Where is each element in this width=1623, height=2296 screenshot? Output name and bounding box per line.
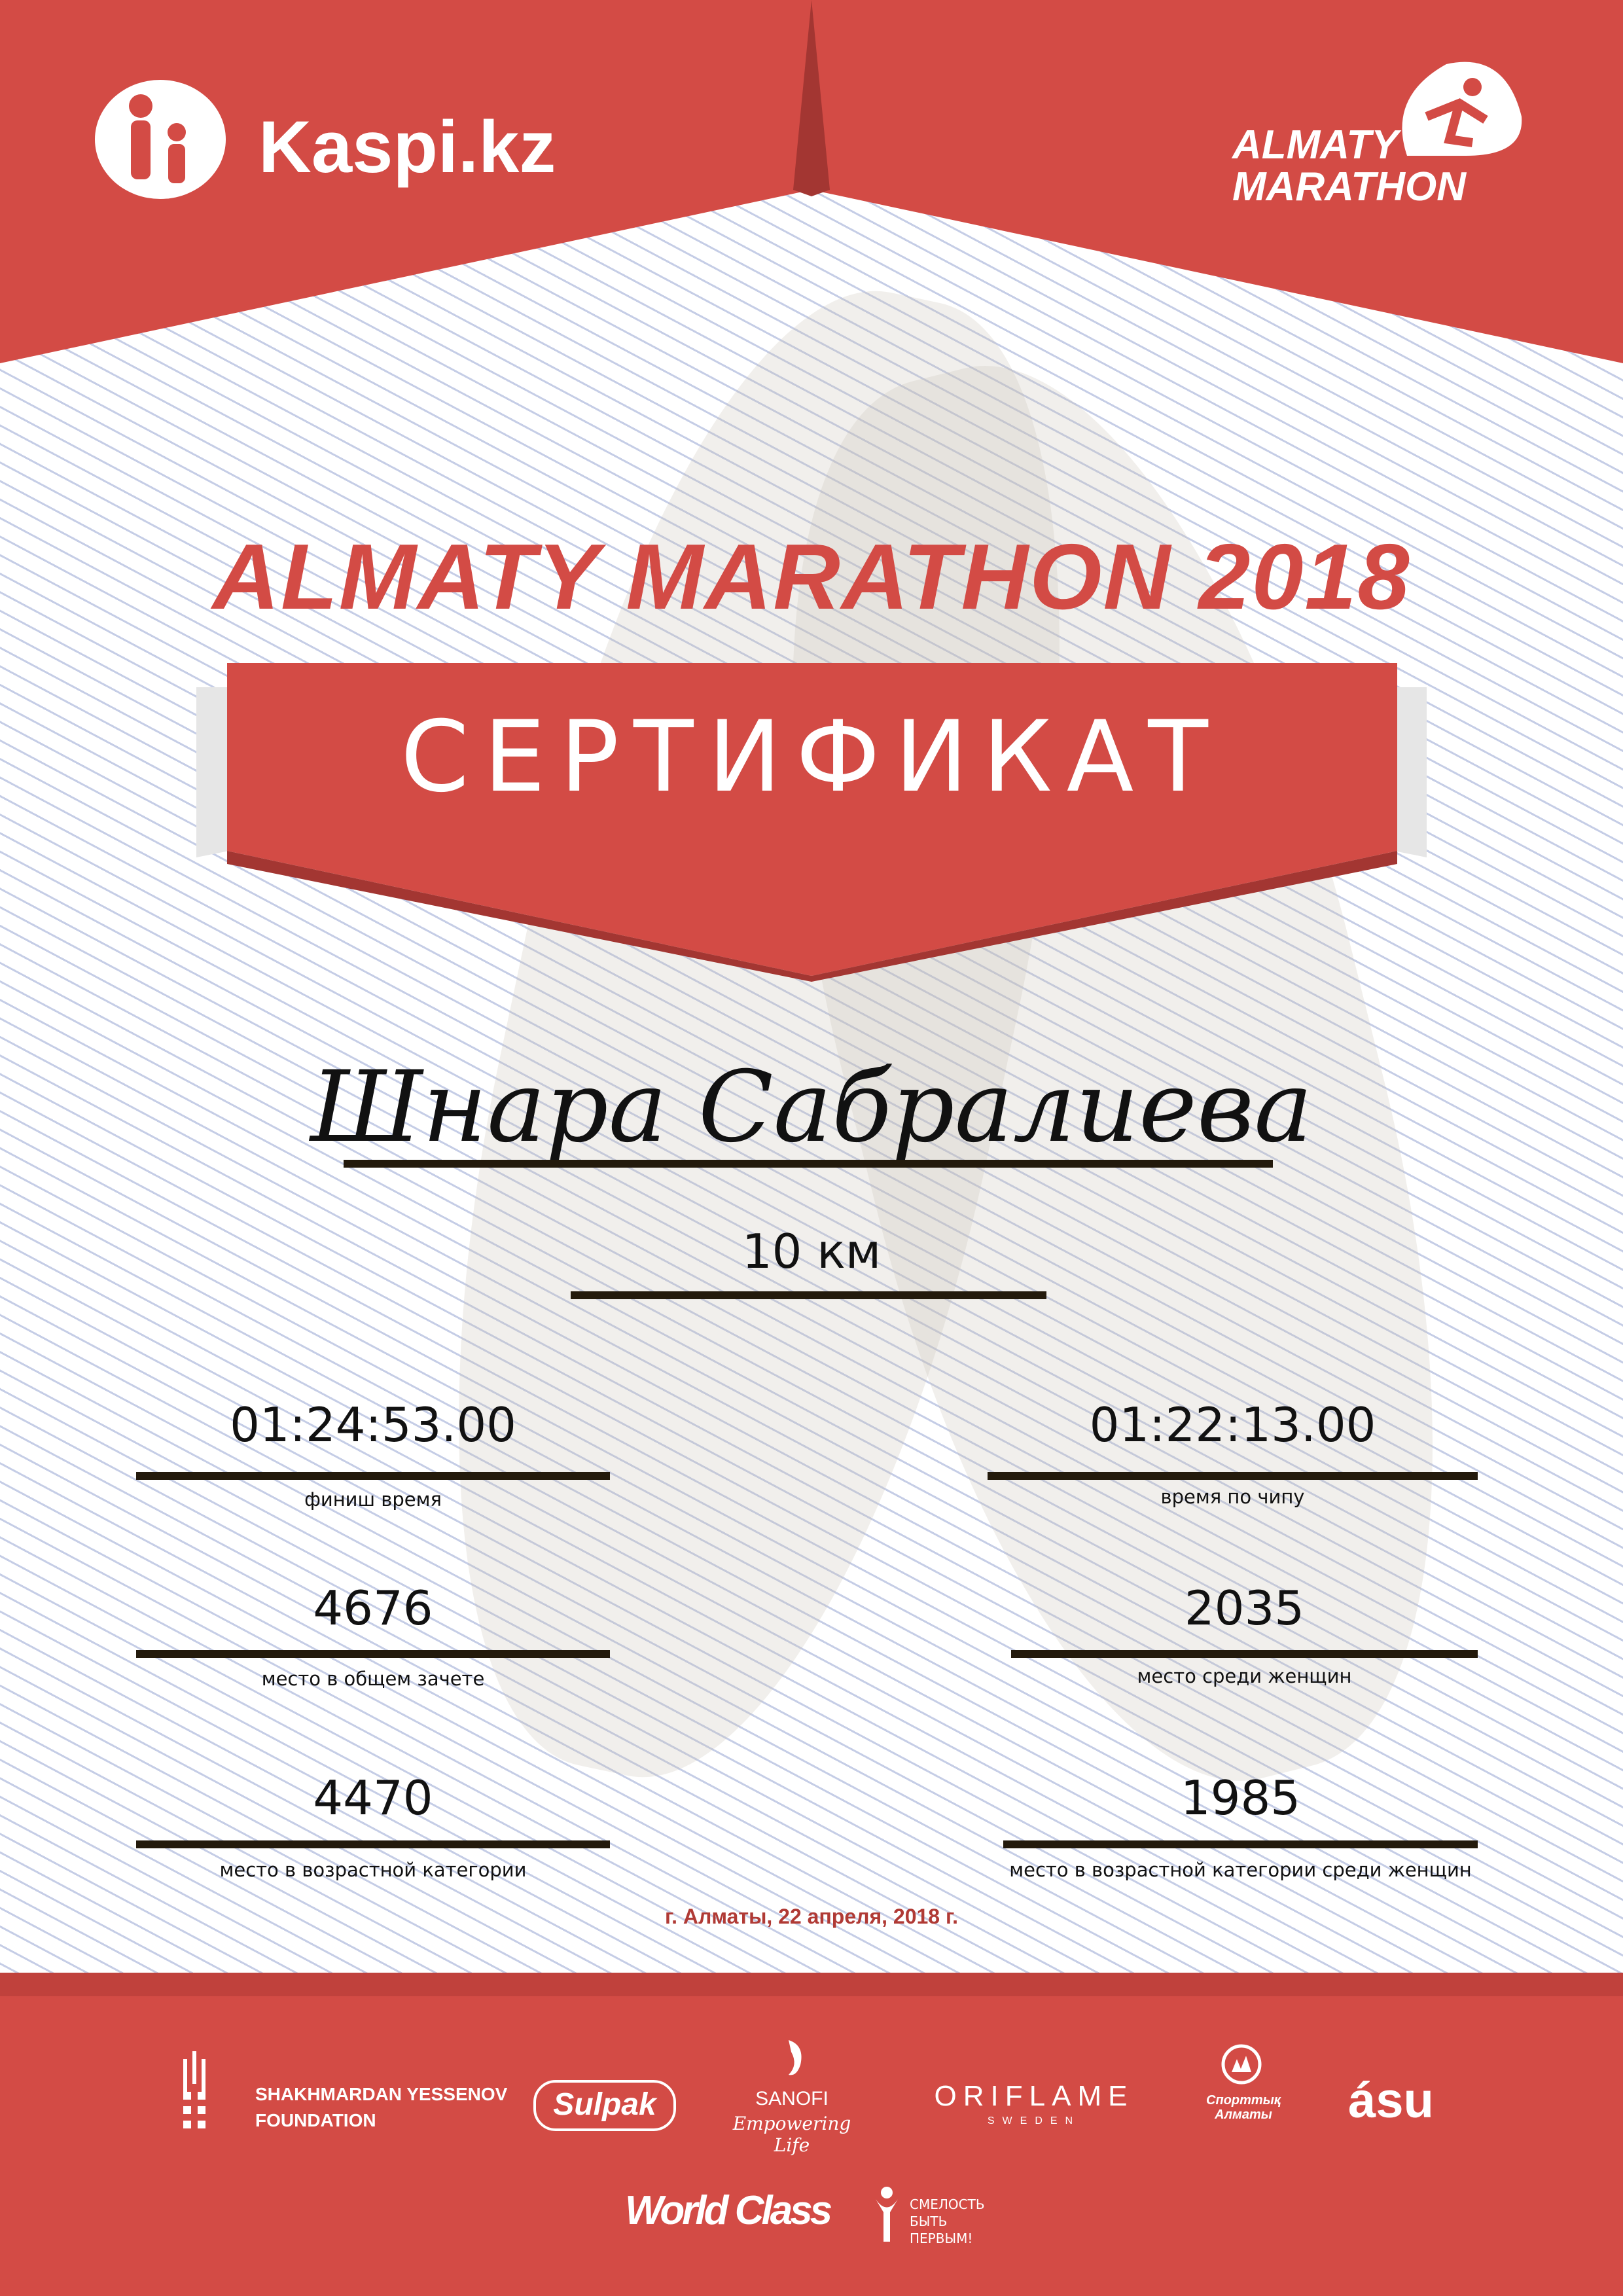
almaty-marathon-logo-icon — [1402, 62, 1522, 156]
yessenov-line-2: FOUNDATION — [255, 2110, 376, 2130]
age-place-underline — [136, 1840, 610, 1848]
asu-logo: ásu — [1348, 2073, 1434, 2128]
date-place: г. Алматы, 22 апреля, 2018 г. — [665, 1905, 958, 1928]
event-title: ALMATY MARATHON 2018 — [212, 525, 1411, 629]
kaspi-logo-text: Kaspi.kz — [259, 106, 556, 188]
logo-line-1: ALMATY — [1232, 122, 1399, 168]
certificate-label: СЕРТИФИКАТ — [401, 700, 1222, 814]
fund-logo: СМЕЛОСТЬ БЫТЬ ПЕРВЫМ! — [910, 2196, 985, 2247]
overall-place-underline — [136, 1650, 610, 1658]
sport-almaty-line-1: Спорттық — [1206, 2093, 1281, 2108]
name-underline — [344, 1160, 1273, 1168]
world-class-logo: World Class — [625, 2188, 832, 2233]
sport-almaty-logo: Спорттық Алматы — [1198, 2093, 1289, 2122]
yessenov-line-1: SHAKHMARDAN YESSENOV — [255, 2084, 508, 2104]
overall-place-value: 4676 — [313, 1581, 433, 1636]
overall-place-label: место в общем зачете — [261, 1668, 485, 1690]
participant-name: Шнара Сабралиева — [310, 1050, 1313, 1164]
yessenov-logo: SHAKHMARDAN YESSENOV FOUNDATION — [255, 2081, 507, 2134]
finish-time-label: финиш время — [304, 1488, 442, 1511]
chip-time-underline — [988, 1472, 1478, 1480]
fund-line-3: ПЕРВЫМ! — [910, 2231, 973, 2246]
women-age-place-underline — [1003, 1840, 1478, 1848]
women-place-value: 2035 — [1184, 1581, 1305, 1636]
sanofi-tagline: Empowering Life — [732, 2113, 851, 2156]
finish-time-value: 01:24:53.00 — [230, 1397, 516, 1452]
chip-time-value: 01:22:13.00 — [1089, 1397, 1376, 1452]
women-place-underline — [1011, 1650, 1478, 1658]
sanofi-logo-icon — [789, 2040, 802, 2075]
age-place-label: место в возрастной категории — [219, 1859, 527, 1881]
distance-underline — [571, 1291, 1046, 1299]
women-age-place-label: место в возрастной категории среди женщи… — [1009, 1859, 1472, 1881]
fund-line-1: СМЕЛОСТЬ — [910, 2197, 985, 2212]
distance: 10 км — [741, 1224, 882, 1279]
sanofi-logo: SANOFI — [755, 2088, 829, 2109]
women-age-place-value: 1985 — [1180, 1770, 1301, 1825]
fund-line-2: БЫТЬ — [910, 2214, 948, 2229]
header-band — [0, 0, 1623, 363]
fund-logo-icon — [876, 2187, 898, 2242]
sport-almaty-logo-icon — [1221, 2044, 1262, 2085]
logo-line-2: MARATHON — [1232, 164, 1466, 209]
sport-almaty-line-2: Алматы — [1215, 2108, 1272, 2122]
oriflame-sub: SWEDEN — [987, 2115, 1081, 2126]
certificate-banner — [196, 663, 1427, 982]
yessenov-logo-icon — [183, 2051, 205, 2128]
finish-time-underline — [136, 1472, 610, 1480]
chip-time-label: время по чипу — [1160, 1486, 1305, 1508]
sponsor-footer — [0, 1973, 1623, 2296]
women-place-label: место среди женщин — [1137, 1665, 1352, 1687]
almaty-marathon-logo-text: ALMATY MARATHON — [1232, 124, 1466, 208]
sulpak-logo-text: Sulpak — [553, 2087, 656, 2122]
oriflame-logo: ORIFLAME — [934, 2080, 1134, 2112]
kaspi-logo-icon — [95, 80, 226, 199]
age-place-value: 4470 — [313, 1770, 433, 1825]
sulpak-badge — [533, 2080, 676, 2131]
